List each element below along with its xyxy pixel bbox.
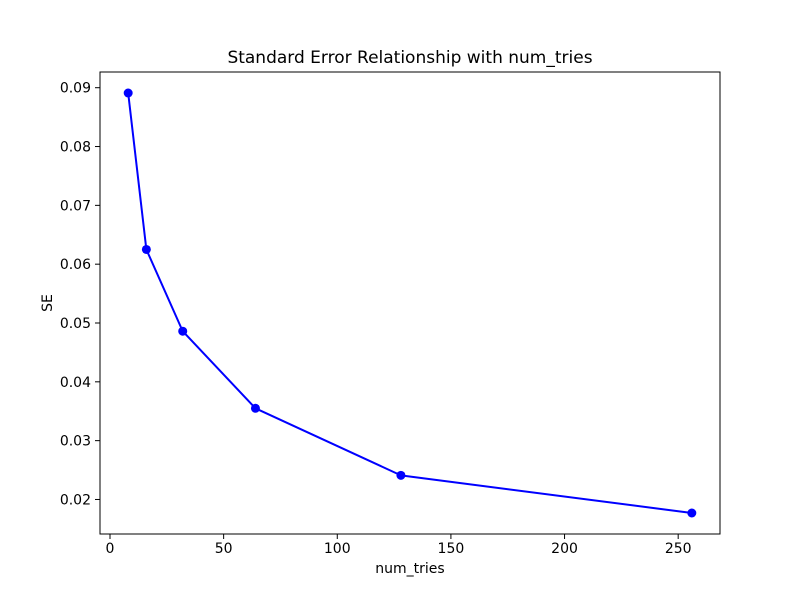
data-point-marker bbox=[687, 508, 697, 518]
y-tick-label: 0.08 bbox=[60, 140, 91, 156]
data-point-marker bbox=[141, 244, 151, 254]
data-point-marker bbox=[123, 88, 133, 98]
data-point-marker bbox=[396, 470, 406, 480]
x-axis-label: num_tries bbox=[375, 561, 444, 577]
data-line bbox=[127, 92, 693, 514]
x-tick-label: 200 bbox=[551, 541, 578, 557]
y-axis-label: SE bbox=[40, 294, 56, 312]
x-tick-label: 0 bbox=[106, 541, 115, 557]
x-tick-label: 250 bbox=[665, 541, 692, 557]
plot-area: 0 50 100 150 200 250 0.02 0.03 0.04 0.05 0.06 0.07 0… bbox=[60, 71, 721, 557]
y-tick-label: 0.03 bbox=[60, 434, 91, 450]
x-tick-label: 100 bbox=[324, 541, 351, 557]
y-tick-label: 0.04 bbox=[60, 375, 91, 391]
y-tick-label: 0.05 bbox=[60, 316, 91, 332]
y-tick-label: 0.07 bbox=[60, 198, 91, 214]
y-tick-label: 0.06 bbox=[60, 257, 91, 273]
data-point-marker bbox=[178, 326, 188, 336]
y-tick-label: 0.09 bbox=[60, 81, 91, 97]
x-tick-label: 150 bbox=[438, 541, 465, 557]
x-tick-label: 50 bbox=[215, 541, 233, 557]
data-point-marker bbox=[250, 403, 260, 413]
axes-frame bbox=[99, 71, 721, 535]
chart-title: Standard Error Relationship with num_tri… bbox=[227, 48, 592, 68]
y-tick-label: 0.02 bbox=[60, 492, 91, 508]
